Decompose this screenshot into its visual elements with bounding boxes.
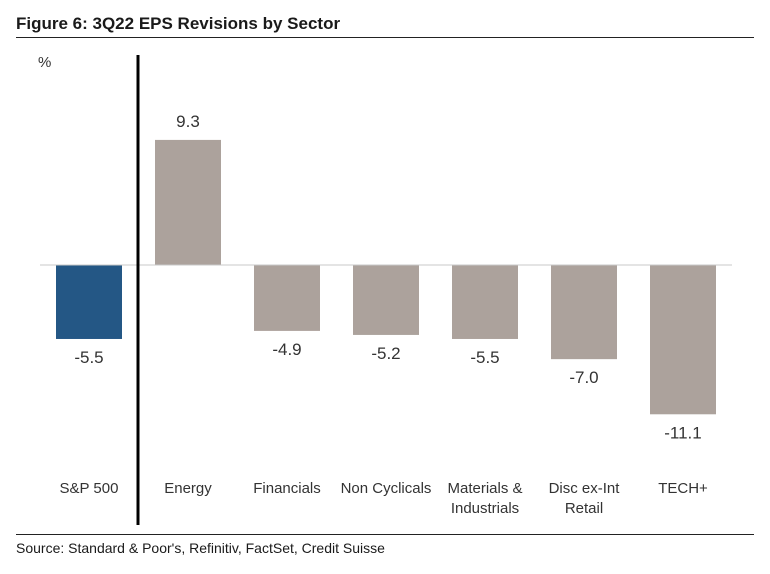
data-label: -11.1 [664, 423, 702, 442]
bar [155, 139, 221, 265]
bar [254, 265, 320, 331]
data-label: -5.5 [74, 348, 103, 367]
bar [551, 265, 617, 360]
category-label: TECH+ [658, 480, 708, 497]
data-label: -7.0 [569, 368, 598, 387]
source-rule [16, 534, 754, 535]
data-label: -4.9 [272, 340, 301, 359]
y-axis-unit-label: % [38, 54, 51, 71]
bar [650, 265, 716, 415]
category-label: Disc ex-Int [549, 480, 621, 497]
data-label: 9.3 [176, 112, 200, 131]
category-label: Non Cyclicals [341, 480, 432, 497]
category-label: Industrials [451, 500, 519, 517]
source-note: Source: Standard & Poor's, Refinitiv, Fa… [16, 540, 385, 556]
category-label: Energy [164, 480, 212, 497]
bar [452, 265, 518, 339]
bar [56, 265, 122, 339]
category-label: Materials & [447, 480, 522, 497]
data-label: -5.5 [470, 348, 499, 367]
title-rule [16, 37, 754, 38]
chart-title: Figure 6: 3Q22 EPS Revisions by Sector [16, 14, 341, 33]
bar [353, 265, 419, 335]
data-label: -5.2 [371, 344, 400, 363]
category-label: Financials [253, 480, 321, 497]
category-label: Retail [565, 500, 603, 517]
category-label: S&P 500 [60, 480, 119, 497]
